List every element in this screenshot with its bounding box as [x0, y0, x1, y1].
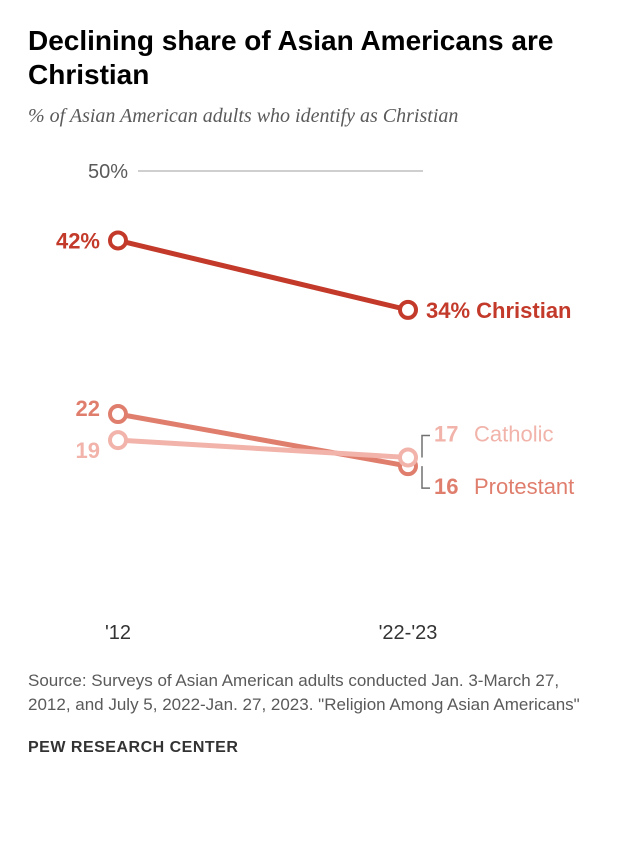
chart-area: 50% 42% 22 19 34% Christian 17 Catholic 16 Prote… — [28, 149, 592, 659]
chart-subtitle: % of Asian American adults who identify … — [28, 103, 592, 129]
svg-text:50%: 50% — [88, 161, 128, 183]
svg-text:Protestant: Protestant — [474, 474, 574, 499]
svg-text:17: 17 — [434, 422, 458, 447]
svg-text:19: 19 — [76, 438, 100, 463]
svg-text:34% Christian: 34% Christian — [426, 298, 572, 323]
chart-title: Declining share of Asian Americans are C… — [28, 24, 592, 91]
line-chart: 50% 42% 22 19 34% Christian 17 Catholic 16 Prote… — [28, 149, 592, 659]
svg-text:Catholic: Catholic — [474, 422, 553, 447]
svg-text:22: 22 — [76, 396, 100, 421]
attribution: PEW RESEARCH CENTER — [28, 739, 592, 757]
source-text: Source: Surveys of Asian American adults… — [28, 669, 592, 717]
svg-text:'12: '12 — [105, 622, 131, 644]
svg-text:16: 16 — [434, 474, 458, 499]
svg-text:42%: 42% — [56, 229, 100, 254]
svg-text:'22-'23: '22-'23 — [379, 622, 438, 644]
